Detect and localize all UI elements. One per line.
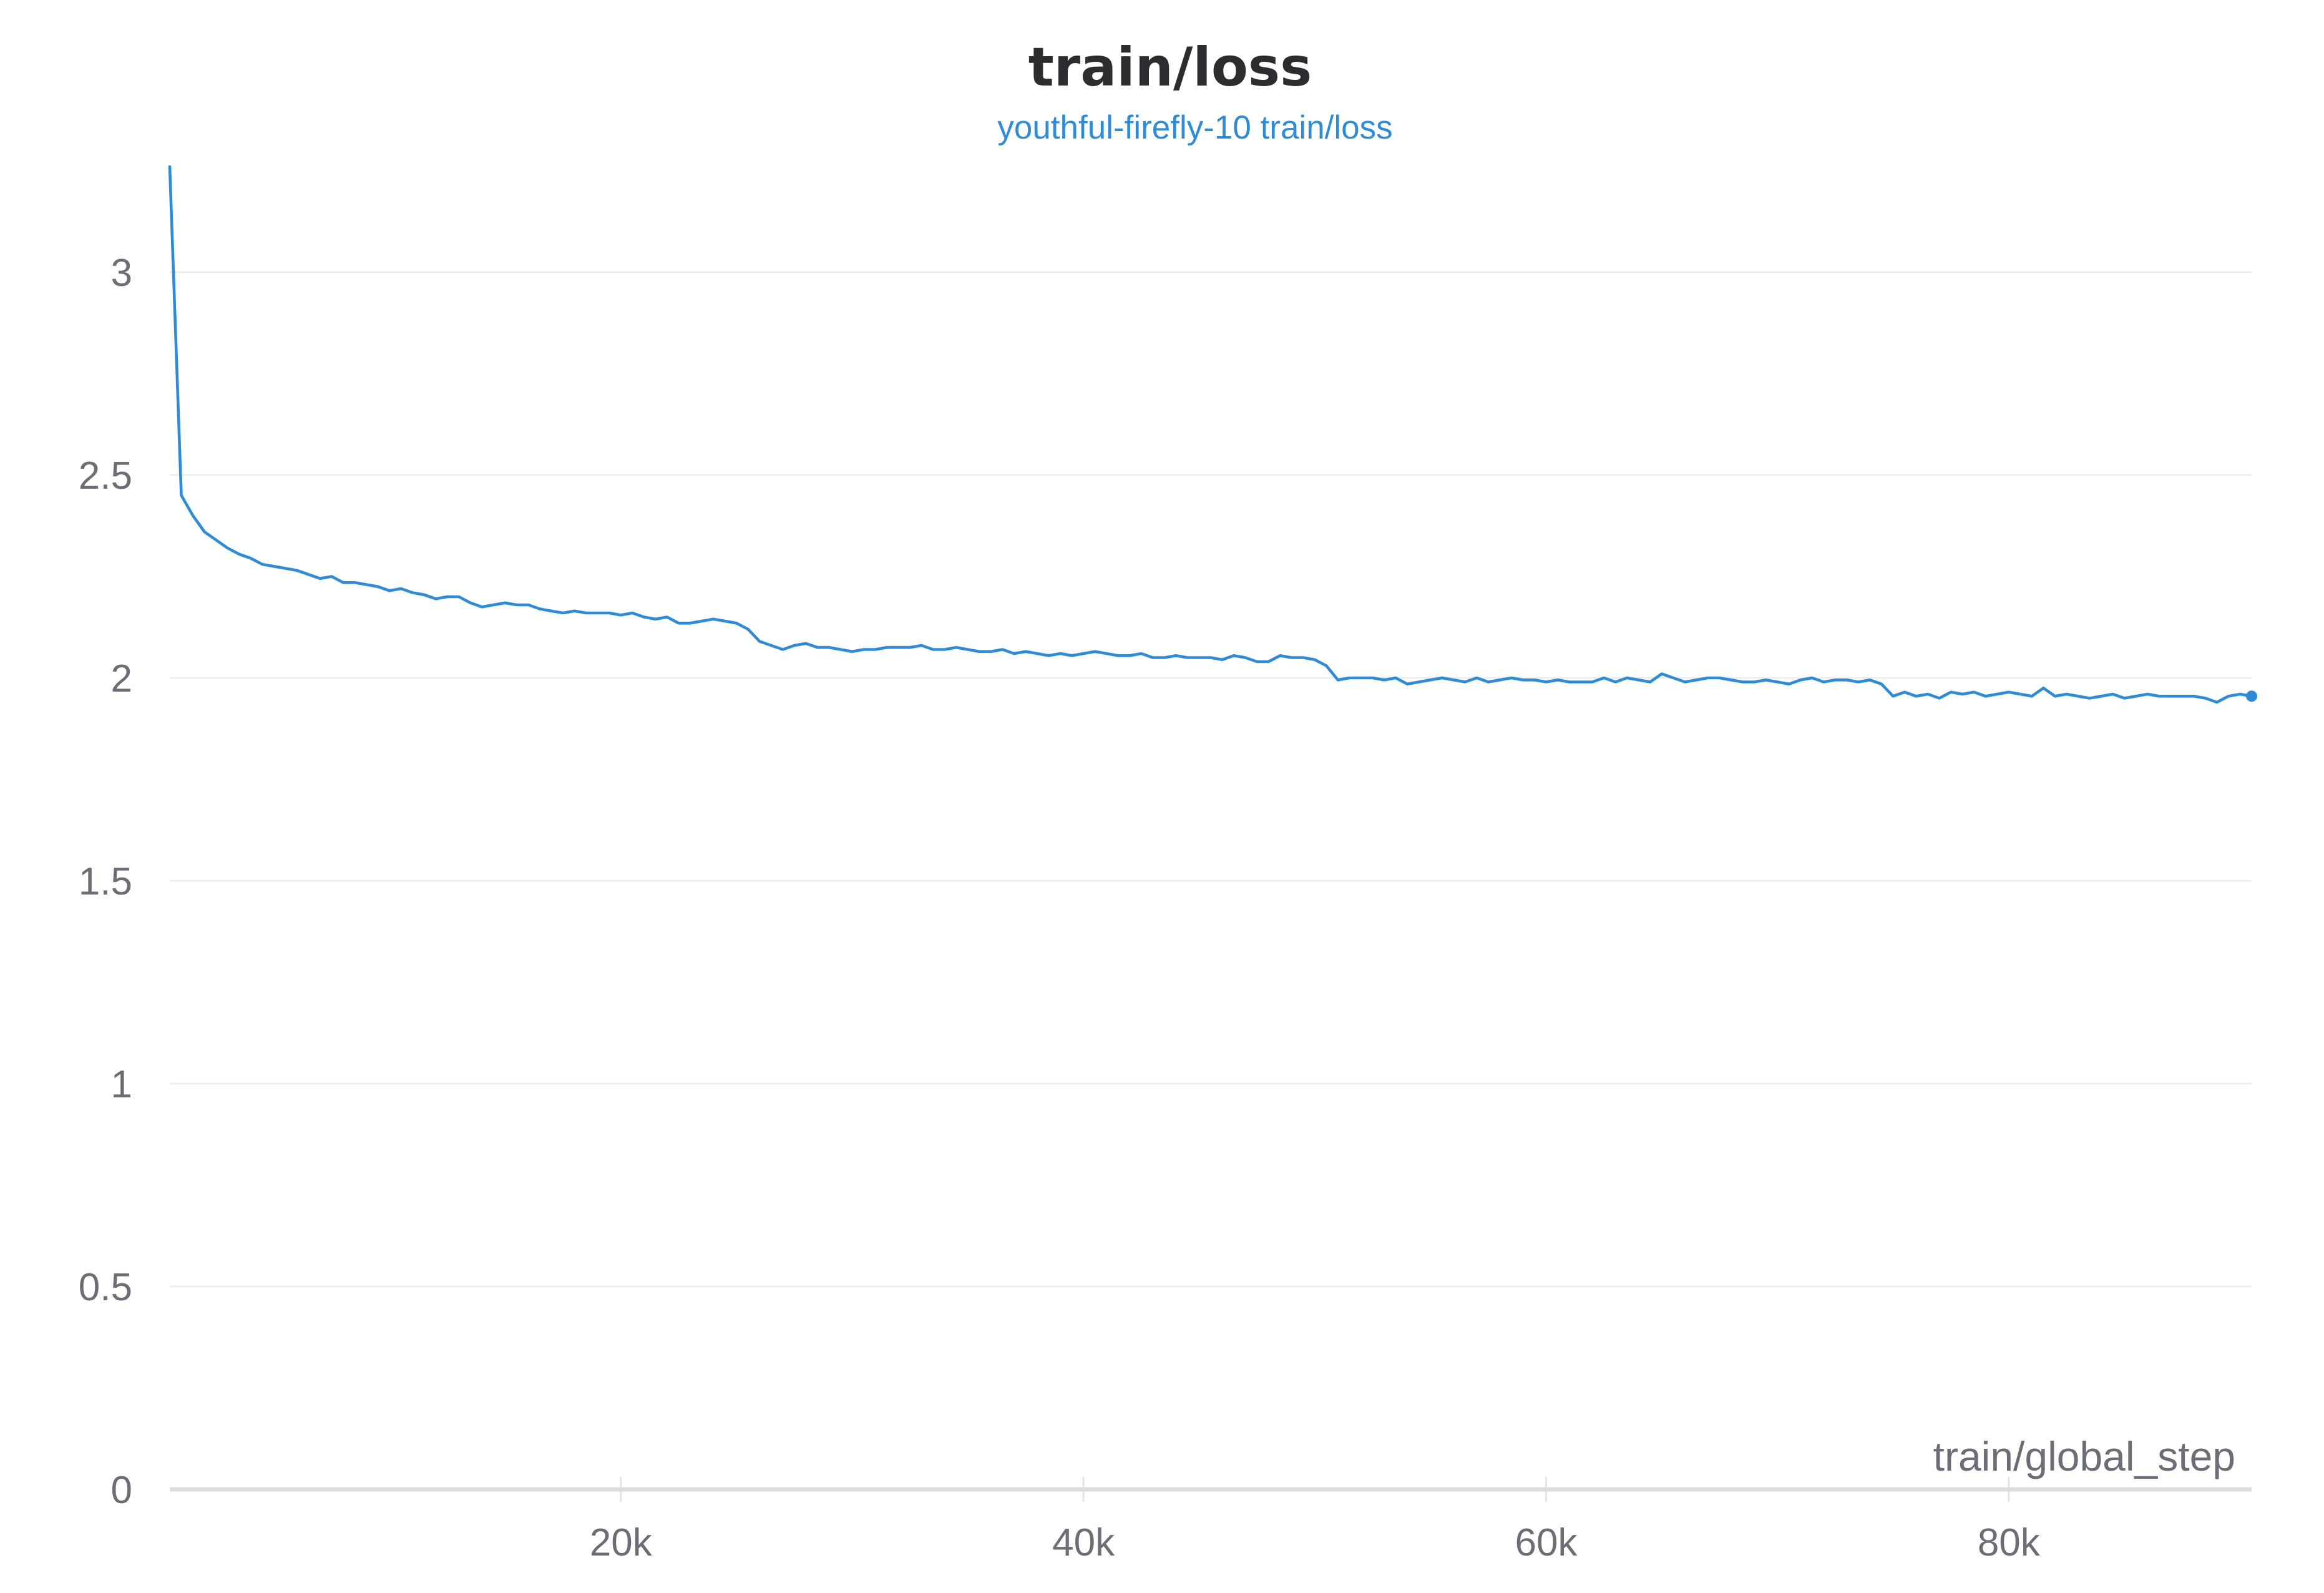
series-layer xyxy=(168,165,2257,704)
x-tick-label: 20k xyxy=(590,1521,653,1564)
y-tick-label: 2 xyxy=(111,657,132,700)
y-tick-label: 2.5 xyxy=(79,454,132,498)
y-tick-label: 1.5 xyxy=(79,860,132,903)
y-axis-tick-labels: 0 0.5 1 1.5 2 2.5 3 xyxy=(79,252,132,1512)
loss-series-line[interactable] xyxy=(168,165,2253,704)
x-tick-label: 40k xyxy=(1052,1521,1115,1564)
x-axis-tick-labels: 20k 40k 60k 80k xyxy=(590,1477,2041,1564)
y-tick-label: 0.5 xyxy=(79,1266,132,1309)
y-tick-label: 3 xyxy=(111,252,132,295)
chart-title: train/loss xyxy=(1028,36,1312,99)
y-tick-label: 1 xyxy=(111,1063,132,1106)
x-axis-label: train/global_step xyxy=(1933,1433,2235,1479)
series-last-point-marker[interactable] xyxy=(2246,690,2257,702)
y-tick-label: 0 xyxy=(111,1469,132,1512)
horizontal-gridlines xyxy=(170,271,2252,1288)
chart-subtitle-run-name[interactable]: youthful-firefly-10 train/loss xyxy=(997,109,1392,146)
x-tick-label: 60k xyxy=(1515,1521,1578,1564)
x-tick-label: 80k xyxy=(1978,1521,2041,1564)
